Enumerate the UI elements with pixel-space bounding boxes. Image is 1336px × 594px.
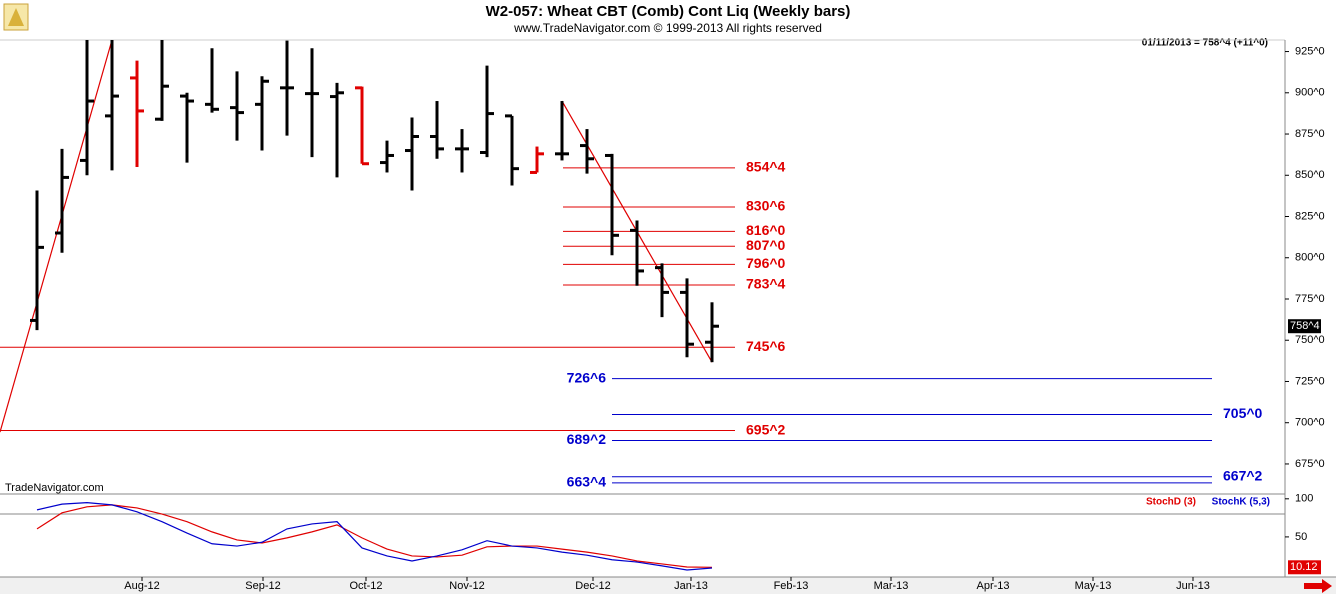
x-tick-label: Oct-12 bbox=[349, 580, 382, 592]
level-label: 667^2 bbox=[1223, 467, 1263, 483]
x-tick-label: Jun-13 bbox=[1176, 580, 1210, 592]
y-tick-label: 775^0 bbox=[1295, 293, 1325, 305]
y-tick-label: 675^0 bbox=[1295, 458, 1325, 470]
stoch-line bbox=[36, 504, 713, 568]
last-price-tag bbox=[1288, 319, 1321, 334]
level-label: 695^2 bbox=[746, 421, 786, 437]
x-tick-label: Aug-12 bbox=[124, 580, 159, 592]
y-tick-label: 850^0 bbox=[1295, 169, 1325, 181]
legend-entry: StochD (3) bbox=[1146, 497, 1196, 508]
y-tick-label: 900^0 bbox=[1295, 87, 1325, 99]
x-tick-label: Mar-13 bbox=[874, 580, 909, 592]
y-tick-label: 825^0 bbox=[1295, 210, 1325, 222]
x-tick-label: May-13 bbox=[1075, 580, 1112, 592]
last-price-label: 758^4 bbox=[1290, 320, 1320, 332]
level-label: 816^0 bbox=[746, 222, 786, 238]
y-tick-label: 925^0 bbox=[1295, 45, 1325, 57]
y-tick-label: 100 bbox=[1295, 493, 1313, 505]
y-tick-label: 50 bbox=[1295, 531, 1307, 543]
scroll-arrow[interactable] bbox=[1304, 579, 1332, 593]
y-tick-label: 700^0 bbox=[1295, 417, 1325, 429]
y-tick-label: 750^0 bbox=[1295, 334, 1325, 346]
y-tick-label: 725^0 bbox=[1295, 375, 1325, 387]
x-tick-label: Dec-12 bbox=[575, 580, 610, 592]
y-tick-label: 800^0 bbox=[1295, 252, 1325, 264]
level-label: 745^6 bbox=[746, 338, 786, 354]
stoch-line bbox=[36, 502, 713, 571]
level-label: 807^0 bbox=[746, 237, 786, 253]
price-plot bbox=[0, 40, 1212, 484]
level-label: 796^0 bbox=[746, 255, 786, 271]
level-label: 783^4 bbox=[746, 276, 786, 292]
chart-subtitle: www.TradeNavigator.com © 1999-2013 All r… bbox=[513, 21, 822, 35]
x-tick-label: Feb-13 bbox=[774, 580, 809, 592]
last-stoch-tag bbox=[1288, 560, 1321, 575]
level-label: 663^4 bbox=[567, 474, 607, 490]
level-label: 854^4 bbox=[746, 159, 786, 175]
x-tick-label: Nov-12 bbox=[449, 580, 484, 592]
level-label: 830^6 bbox=[746, 198, 786, 214]
x-tick-label: Jan-13 bbox=[674, 580, 708, 592]
x-tick-label: Sep-12 bbox=[245, 580, 280, 592]
last-annotation: 01/11/2013 = 758^4 (+11^0) bbox=[1142, 38, 1268, 49]
trend-line bbox=[0, 40, 113, 433]
logo bbox=[3, 3, 29, 31]
chart-title: W2-057: Wheat CBT (Comb) Cont Liq (Weekl… bbox=[486, 3, 851, 20]
level-label: 689^2 bbox=[567, 431, 607, 447]
legend-entry: StochK (5,3) bbox=[1212, 497, 1270, 508]
level-label: 726^6 bbox=[567, 369, 607, 385]
x-tick-label: Apr-13 bbox=[976, 580, 1009, 592]
x-axis-band bbox=[0, 577, 1336, 594]
last-stoch-label: 10.12 bbox=[1290, 561, 1318, 573]
watermark: TradeNavigator.com bbox=[5, 482, 104, 494]
y-tick-label: 875^0 bbox=[1295, 128, 1325, 140]
level-label: 705^0 bbox=[1223, 405, 1263, 421]
